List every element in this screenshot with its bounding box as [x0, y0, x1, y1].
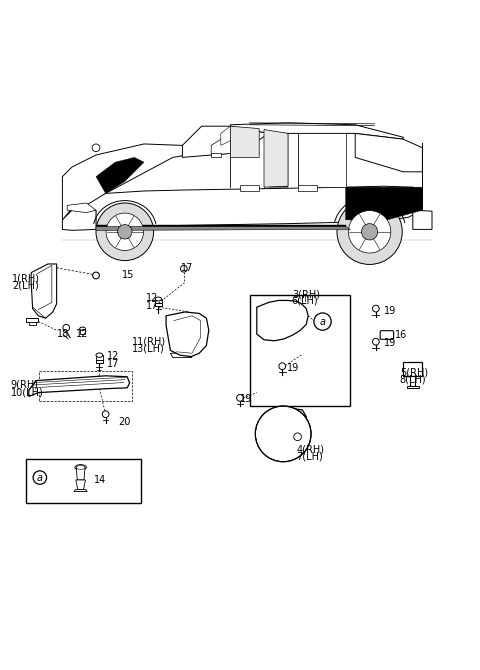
Circle shape: [337, 199, 402, 265]
Text: 1(RH): 1(RH): [12, 273, 40, 283]
Polygon shape: [230, 123, 403, 139]
Text: 2(LH): 2(LH): [12, 280, 39, 290]
Polygon shape: [96, 226, 350, 230]
Circle shape: [314, 313, 331, 330]
Ellipse shape: [75, 464, 86, 470]
Bar: [240, 185, 259, 191]
Polygon shape: [407, 386, 419, 389]
Circle shape: [106, 213, 144, 251]
Text: 12: 12: [146, 293, 159, 303]
FancyBboxPatch shape: [380, 331, 394, 339]
Text: 14: 14: [94, 476, 106, 486]
Text: 5(RH): 5(RH): [400, 367, 428, 377]
Text: 12: 12: [107, 350, 119, 360]
Bar: [155, 303, 162, 306]
Circle shape: [361, 224, 378, 240]
Text: 17: 17: [107, 359, 119, 368]
Circle shape: [255, 406, 311, 462]
Circle shape: [348, 210, 391, 253]
Ellipse shape: [155, 297, 161, 301]
Polygon shape: [166, 312, 209, 356]
Polygon shape: [221, 126, 230, 145]
Text: 12: 12: [76, 328, 88, 338]
Text: 9(RH): 9(RH): [11, 380, 38, 390]
Polygon shape: [62, 208, 96, 226]
Circle shape: [118, 224, 132, 239]
Polygon shape: [403, 362, 422, 377]
Circle shape: [63, 324, 70, 331]
Polygon shape: [26, 318, 38, 322]
Polygon shape: [211, 153, 221, 157]
Bar: [26, 459, 141, 503]
Polygon shape: [96, 224, 346, 226]
Polygon shape: [96, 157, 144, 194]
Ellipse shape: [76, 466, 85, 470]
Text: 4(RH): 4(RH): [297, 444, 324, 454]
Text: 8(LH): 8(LH): [400, 375, 426, 385]
Polygon shape: [67, 203, 96, 212]
Polygon shape: [355, 133, 422, 172]
Polygon shape: [346, 187, 422, 220]
Text: 10(LH): 10(LH): [11, 387, 43, 397]
Polygon shape: [62, 144, 202, 220]
Polygon shape: [260, 408, 306, 456]
Circle shape: [294, 433, 301, 441]
Text: a: a: [37, 472, 43, 482]
Bar: [250, 295, 350, 406]
Polygon shape: [96, 355, 103, 360]
Polygon shape: [264, 129, 288, 187]
Polygon shape: [413, 210, 432, 229]
Text: 6(LH): 6(LH): [292, 296, 318, 306]
Polygon shape: [76, 480, 85, 490]
Circle shape: [372, 306, 379, 312]
Bar: [39, 371, 132, 401]
Polygon shape: [182, 126, 269, 157]
Polygon shape: [298, 133, 346, 187]
Text: 18: 18: [57, 328, 69, 338]
Bar: [96, 360, 103, 363]
Polygon shape: [74, 490, 87, 492]
Circle shape: [372, 338, 379, 345]
Polygon shape: [211, 133, 259, 155]
Polygon shape: [257, 300, 308, 341]
Polygon shape: [156, 299, 161, 304]
Text: 3(RH): 3(RH): [292, 289, 320, 299]
Polygon shape: [170, 353, 192, 358]
Circle shape: [180, 265, 187, 272]
Circle shape: [102, 411, 109, 417]
Polygon shape: [76, 468, 85, 480]
Text: 19: 19: [240, 395, 252, 404]
Circle shape: [96, 203, 154, 261]
Text: a: a: [320, 316, 325, 326]
Text: 15: 15: [122, 271, 135, 281]
Polygon shape: [62, 186, 422, 226]
Circle shape: [237, 395, 243, 401]
Ellipse shape: [80, 327, 85, 330]
Polygon shape: [29, 376, 130, 397]
Circle shape: [93, 272, 99, 279]
Text: 19: 19: [384, 338, 396, 348]
Text: 17: 17: [181, 263, 194, 273]
Text: 17: 17: [146, 301, 159, 311]
Polygon shape: [230, 126, 259, 157]
Text: 19: 19: [384, 306, 396, 316]
Circle shape: [33, 471, 47, 484]
Polygon shape: [269, 133, 288, 187]
Polygon shape: [29, 322, 36, 326]
Circle shape: [92, 144, 100, 151]
Circle shape: [279, 363, 286, 370]
Text: 16: 16: [395, 330, 407, 340]
Polygon shape: [410, 377, 415, 386]
Text: 20: 20: [119, 417, 131, 427]
Polygon shape: [80, 329, 85, 334]
Text: 11(RH): 11(RH): [132, 336, 166, 346]
Text: 7(LH): 7(LH): [297, 452, 324, 462]
Ellipse shape: [96, 353, 103, 357]
Text: 19: 19: [287, 362, 300, 373]
Bar: [298, 185, 317, 191]
Polygon shape: [62, 210, 96, 230]
Polygon shape: [31, 264, 57, 318]
Text: 13(LH): 13(LH): [132, 344, 165, 354]
